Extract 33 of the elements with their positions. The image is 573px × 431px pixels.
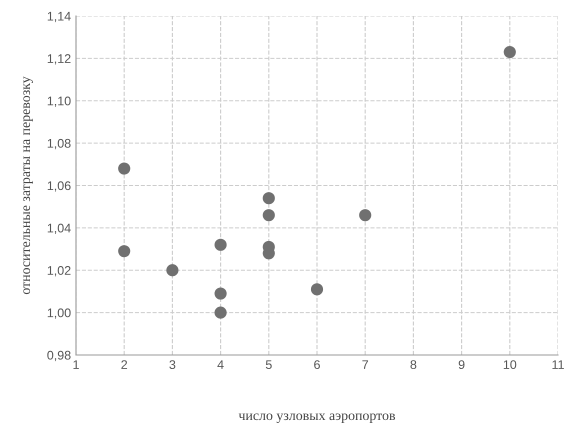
y-tick-label: 1,14 [48, 12, 71, 22]
point [504, 46, 516, 58]
x-tick-label: 3 [169, 360, 176, 370]
point [310, 283, 324, 296]
x-tick-label: 7 [362, 360, 368, 369]
y-tick-label: 1,00 [48, 308, 71, 319]
x-tick-label: 2 [121, 360, 128, 369]
x-tick-label: 9 [458, 360, 464, 370]
point [118, 162, 130, 175]
point [118, 245, 130, 258]
x-tick-label: 8 [410, 360, 416, 370]
y-tick-label: 0,98 [47, 350, 71, 362]
y-tick-label: 1,08 [48, 138, 71, 150]
point [262, 209, 275, 222]
point [214, 238, 227, 251]
y-tick-label: 1,04 [48, 224, 71, 234]
x-tick-label: 1 [73, 360, 79, 369]
y-tick-label: 1,10 [48, 96, 71, 107]
point [359, 209, 372, 222]
x-tick-label: 10 [504, 360, 516, 370]
point [214, 306, 227, 319]
y-axis-title: относительные затраты на перевозку [23, 76, 33, 294]
point [166, 264, 178, 276]
x-tick-label: 6 [314, 360, 320, 370]
x-axis-title: число узловых аэропортов [238, 413, 396, 423]
y-tick-label: 1,06 [48, 181, 71, 192]
point [262, 192, 275, 204]
x-tick-label: 4 [217, 360, 224, 369]
x-tick-label: 11 [552, 360, 564, 369]
point [214, 287, 227, 300]
y-tick-label: 1,12 [48, 54, 71, 65]
y-tick-label: 1,02 [48, 266, 71, 276]
x-tick-label: 5 [266, 360, 272, 370]
